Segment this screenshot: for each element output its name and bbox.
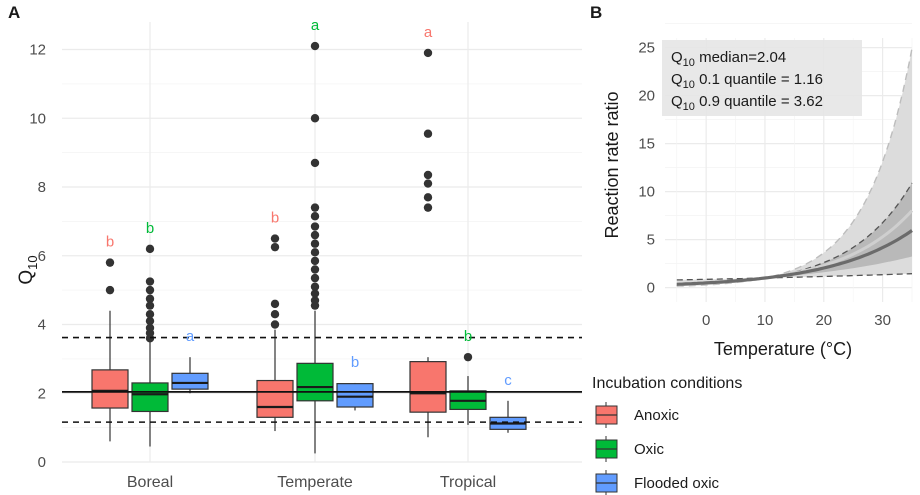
outlier-point (310, 273, 320, 283)
outlier-point (270, 309, 280, 319)
outlier-point (145, 323, 155, 333)
a-ytick-label: 8 (38, 179, 46, 196)
outlier-point (105, 285, 115, 295)
outlier-point (145, 309, 155, 319)
outlier-point (423, 193, 433, 202)
annotation-line-q09: Q10 0.9 quantile = 3.62 (671, 93, 823, 113)
legend-label-oxic: Oxic (634, 441, 665, 458)
box-boreal-flooded (171, 372, 209, 390)
outlier-point (310, 256, 320, 266)
outlier-point (310, 239, 320, 248)
significance-letter: a (311, 17, 320, 34)
panel-a-x-ticks: Boreal Temperate Tropical (127, 474, 496, 491)
b-ytick-label: 0 (647, 280, 655, 297)
outlier-point (310, 265, 320, 274)
legend-label-flooded: Flooded oxic (634, 475, 720, 492)
a-ytick-label: 12 (29, 42, 46, 59)
a-ytick-label: 0 (38, 454, 46, 471)
b-band-outer (676, 48, 912, 287)
b-xtick-label: 0 (702, 312, 710, 329)
outlier-point (310, 114, 320, 123)
panel-b-ticks: 0 5 10 15 20 25 0 10 20 30 (638, 40, 891, 329)
outlier-point (310, 203, 320, 212)
a-category-label: Temperate (277, 474, 353, 491)
panel-b-curves (676, 48, 914, 287)
outlier-point (105, 258, 115, 267)
outlier-point (310, 289, 320, 298)
b-xtick-label: 10 (757, 312, 774, 329)
significance-letter: b (351, 354, 359, 371)
box-temperate-flooded (336, 383, 374, 408)
outlier-point (270, 320, 280, 329)
panel-a-letters: b b a b a b a b c (106, 17, 512, 389)
panel-b-ylabel: Reaction rate ratio (602, 91, 622, 238)
outlier-point (423, 129, 433, 138)
annotation-line-median: Q10 median=2.04 (671, 49, 786, 69)
outlier-point (145, 294, 155, 303)
box-tropical-anoxic (409, 361, 447, 413)
panel-b-xlabel: Temperature (°C) (714, 339, 852, 359)
outlier-point (423, 48, 433, 58)
box-temperate-anoxic (256, 379, 294, 418)
panel-b-label: B (590, 3, 602, 22)
outlier-point (310, 158, 320, 168)
outlier-point (423, 170, 433, 180)
panel-a-label: A (8, 3, 20, 22)
panel-a-ylabel: Q10 (16, 255, 40, 284)
legend-label-anoxic: Anoxic (634, 407, 680, 424)
significance-letter: b (464, 328, 472, 345)
b-ytick-label: 10 (638, 184, 655, 201)
panel-a-y-ticks: 0 2 4 6 8 10 12 (29, 42, 46, 472)
significance-letter: b (271, 210, 279, 227)
panel-b-annotation-box (662, 40, 862, 116)
outlier-point (310, 230, 320, 240)
b-xtick-label: 30 (874, 312, 891, 329)
significance-letter: a (186, 328, 195, 345)
outlier-point (463, 352, 473, 362)
panel-a-boxes (91, 41, 527, 454)
outlier-point (145, 316, 155, 326)
significance-letter: a (424, 24, 433, 41)
outlier-point (145, 277, 155, 286)
outlier-point (310, 41, 320, 51)
b-xtick-label: 20 (815, 312, 832, 329)
outlier-point (310, 282, 320, 291)
b-curve-median (676, 229, 913, 286)
box-boreal-anoxic (91, 369, 129, 409)
b-ytick-label: 15 (638, 136, 655, 153)
outlier-point (270, 299, 280, 309)
outlier-point (270, 234, 280, 243)
outlier-point (145, 285, 155, 295)
a-category-label: Boreal (127, 474, 173, 491)
a-ytick-label: 10 (29, 110, 46, 127)
outlier-point (310, 222, 320, 231)
legend-title: Incubation conditions (592, 375, 742, 392)
b-ytick-label: 20 (638, 88, 655, 105)
outlier-point (423, 179, 433, 188)
significance-letter: b (146, 220, 154, 237)
outlier-point (145, 244, 155, 254)
box-temperate-oxic (296, 362, 334, 402)
significance-letter: b (106, 234, 114, 251)
outlier-point (270, 242, 280, 252)
outlier-point (310, 296, 320, 305)
a-ytick-label: 4 (38, 317, 46, 334)
significance-letter: c (504, 372, 512, 389)
a-category-label: Tropical (440, 474, 496, 491)
outlier-point (310, 212, 320, 221)
outlier-point (310, 248, 320, 257)
a-ytick-label: 6 (38, 248, 46, 265)
b-ytick-label: 5 (647, 232, 655, 249)
outlier-point (423, 203, 433, 212)
b-ytick-label: 25 (638, 40, 655, 57)
box-boreal-oxic (131, 382, 169, 413)
outlier-point (145, 301, 155, 310)
legend: Anoxic Oxic Flooded oxic (595, 402, 720, 495)
panel-a-reference-lines (62, 336, 582, 423)
a-ytick-label: 2 (38, 385, 46, 402)
annotation-line-q01: Q10 0.1 quantile = 1.16 (671, 71, 823, 91)
